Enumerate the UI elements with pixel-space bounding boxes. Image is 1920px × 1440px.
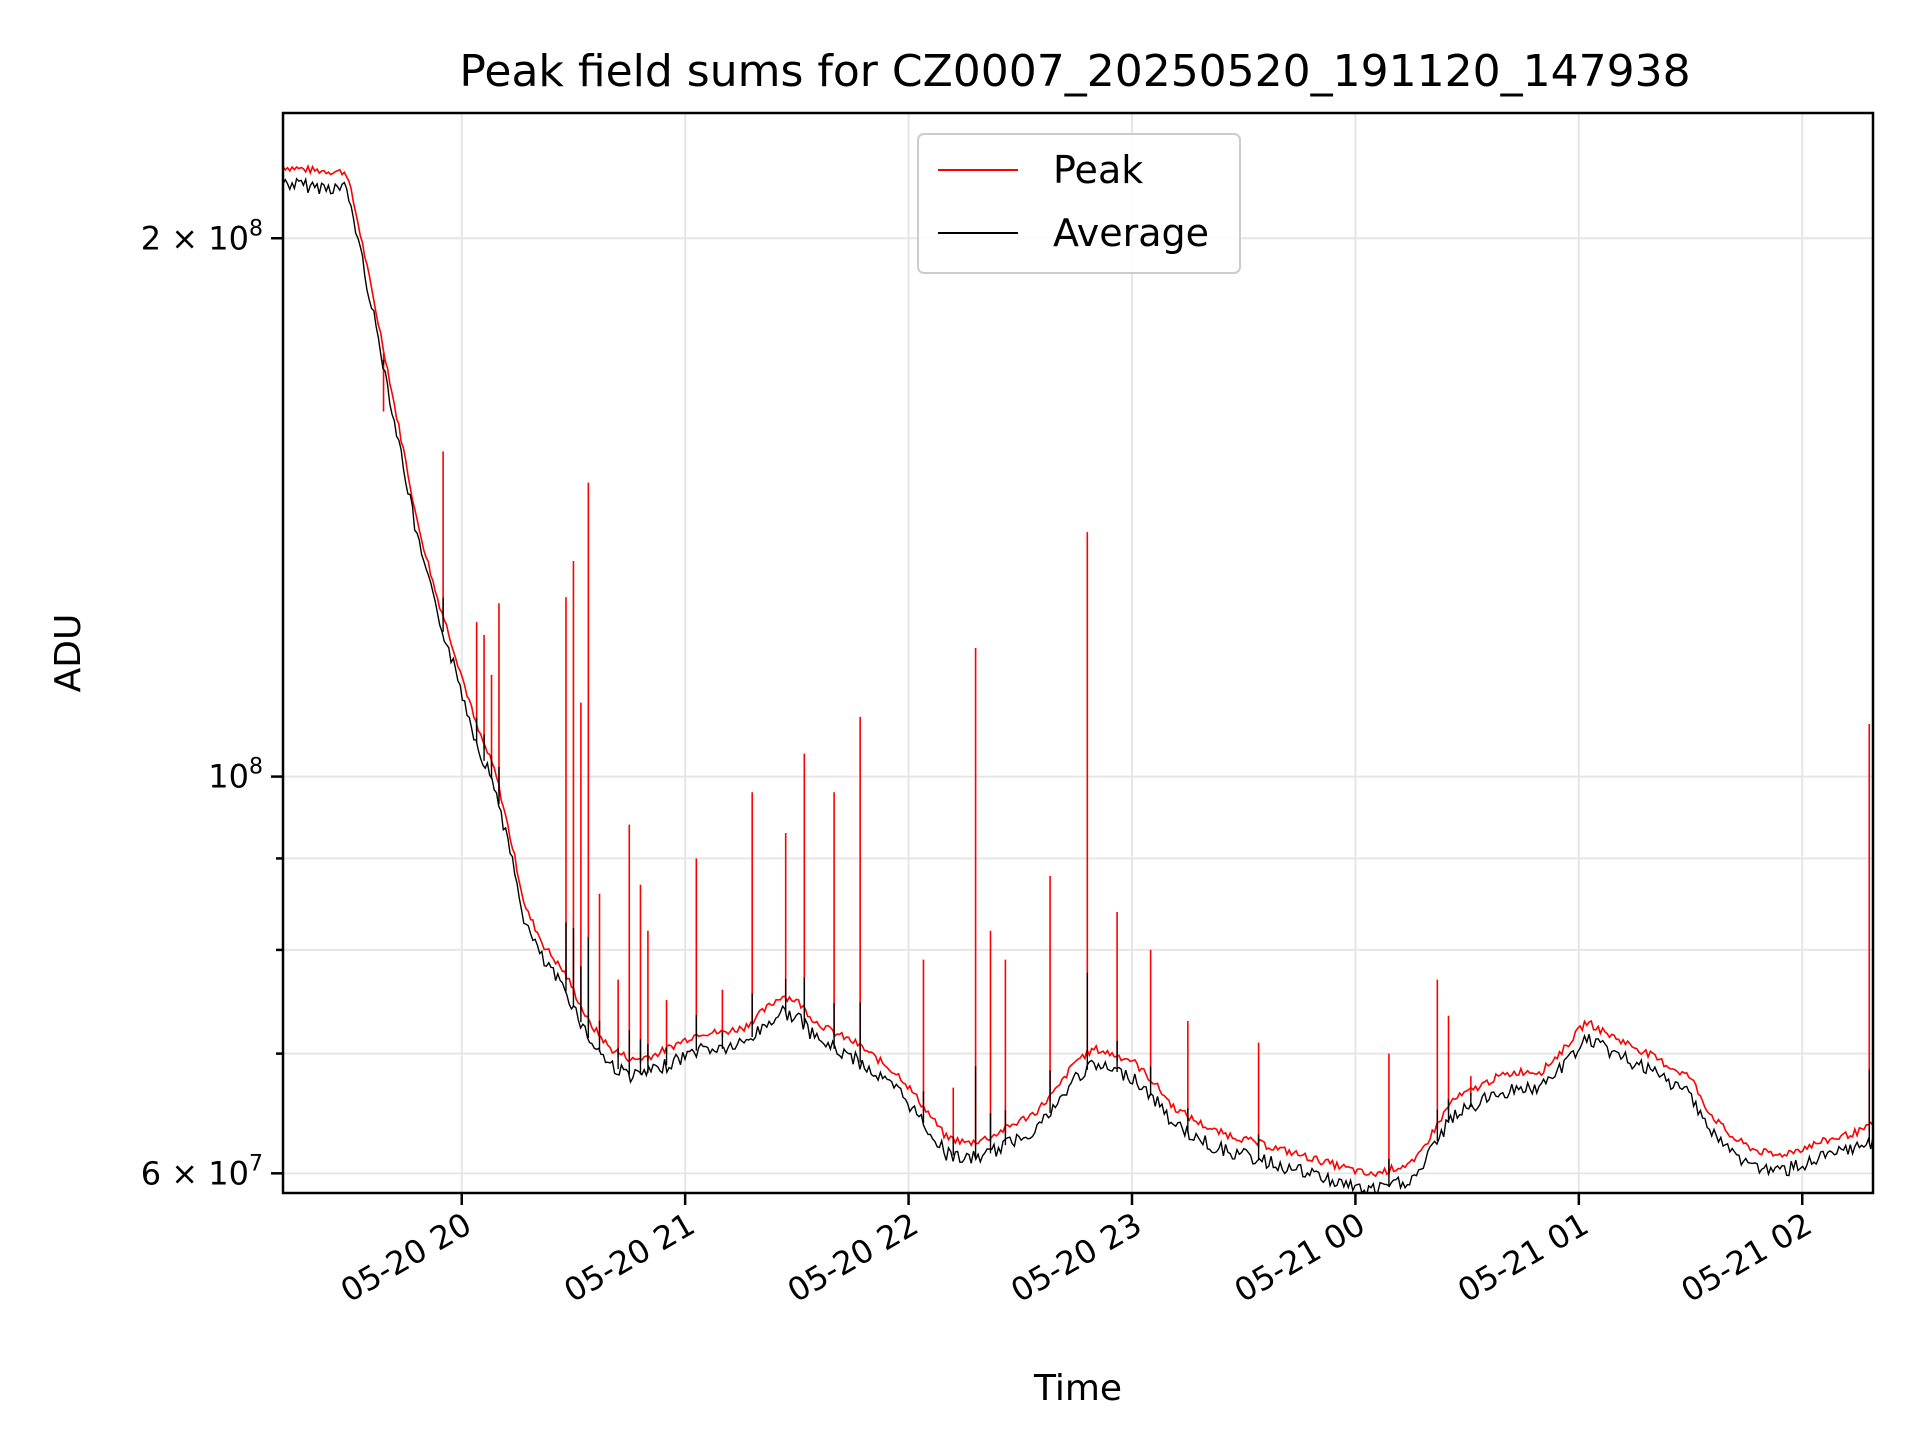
x-axis-label: Time [1033, 1368, 1122, 1409]
legend-box [917, 133, 1241, 274]
chart-title: Peak field sums for CZ0007_20250520_1911… [459, 46, 1690, 97]
y-tick-label: 2 × 108 [141, 216, 263, 257]
legend: Peak Average [917, 133, 1241, 274]
legend-label-peak: Peak [1053, 148, 1143, 192]
y-axis-label: ADU [48, 614, 89, 693]
legend-label-average: Average [1053, 211, 1209, 255]
y-axis: 108 2 × 108 6 × 107 [141, 216, 283, 1192]
series-layer [283, 164, 1873, 1193]
plot-frame [281, 111, 1875, 1195]
series-average-line [283, 176, 1873, 1193]
y-tick-label: 108 [208, 755, 263, 796]
y-tick-label: 6 × 107 [141, 1151, 263, 1192]
series-peak-line [283, 164, 1873, 1178]
